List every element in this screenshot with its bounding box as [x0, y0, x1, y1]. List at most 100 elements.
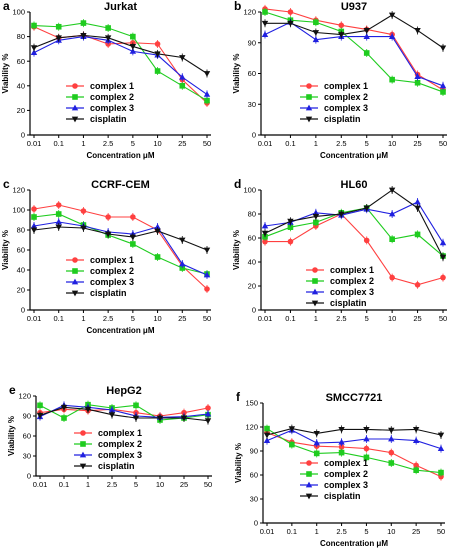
legend-marker — [72, 268, 78, 274]
legend-marker — [305, 493, 313, 500]
y-axis-label: Viability % — [232, 230, 241, 270]
data-point — [414, 79, 421, 86]
y-tick-label: 0 — [254, 519, 258, 528]
series-cisplatin — [36, 403, 212, 425]
legend-marker — [72, 257, 78, 263]
data-point — [55, 23, 62, 30]
x-tick-label: 0.01 — [258, 314, 273, 323]
data-point — [363, 237, 370, 244]
panel-title: CCRF-CEM — [91, 179, 150, 191]
series-cisplatin — [30, 31, 211, 78]
legend-label: complex 2 — [324, 92, 368, 102]
x-tick-label: 50 — [439, 314, 447, 323]
data-point — [205, 405, 211, 411]
data-point — [388, 12, 396, 19]
legend-label: complex 1 — [330, 265, 374, 275]
data-point — [363, 50, 370, 56]
data-point — [55, 35, 62, 42]
series-line — [264, 11, 444, 93]
legend-label: complex 2 — [90, 266, 134, 276]
legend-marker — [80, 430, 86, 436]
legend-marker — [80, 441, 86, 447]
y-tick-label: 60 — [23, 432, 31, 441]
legend-label: complex 3 — [98, 450, 142, 460]
series-line — [33, 34, 208, 74]
data-point — [413, 467, 419, 473]
data-point — [388, 435, 395, 442]
data-point — [313, 450, 320, 457]
data-point — [389, 236, 395, 242]
x-tick-label: 0.1 — [285, 139, 295, 148]
legend-label: cisplatin — [324, 491, 361, 501]
data-point — [439, 239, 447, 246]
x-tick-label: 50 — [439, 139, 447, 148]
data-point — [132, 415, 140, 422]
y-tick-label: 150 — [245, 399, 258, 408]
data-point — [312, 214, 320, 220]
legend-label: complex 2 — [330, 276, 374, 286]
y-tick-label: 60 — [248, 69, 256, 78]
legend-label: complex 1 — [90, 255, 134, 265]
data-point — [36, 412, 44, 419]
data-point — [289, 441, 295, 448]
series-line — [33, 221, 208, 276]
data-point — [439, 82, 447, 89]
panel-c: c CCRF-CEM 0 20 40 60 80 100 120 0.01 0.1 1 2.5 5 10 25… — [1, 177, 211, 335]
data-point — [312, 36, 320, 43]
data-point — [30, 45, 38, 52]
data-point — [61, 415, 67, 421]
data-point — [179, 73, 186, 80]
data-point — [104, 231, 112, 238]
y-axis-label: Viability % — [232, 54, 241, 94]
legend-marker — [305, 116, 313, 123]
x-tick-label: 5 — [134, 480, 138, 489]
data-point — [204, 97, 210, 104]
series-line — [33, 36, 208, 95]
y-tick-label: 40 — [17, 81, 25, 90]
data-point — [414, 28, 421, 34]
data-point — [288, 426, 296, 432]
panel-f: f SMCC7721 0 30 60 90 120 150 0.01 0.1 1 2.5 5 10 25 50… — [234, 390, 445, 548]
x-tick-label: 1 — [314, 139, 318, 148]
x-tick-label: 25 — [413, 314, 421, 323]
legend-marker — [305, 104, 313, 111]
x-tick-label: 50 — [203, 139, 211, 148]
panel-title: SMCC7721 — [326, 392, 383, 404]
data-point — [130, 241, 136, 247]
panel-title: HL60 — [341, 179, 368, 191]
data-point — [287, 20, 294, 27]
x-axis-label: Concentration μM — [320, 151, 388, 160]
series-line — [264, 207, 444, 257]
x-tick-label: 50 — [204, 480, 212, 489]
data-point — [338, 427, 345, 433]
series-line — [266, 432, 442, 478]
data-point — [363, 435, 370, 442]
x-tick-label: 1 — [81, 139, 85, 148]
data-point — [261, 230, 269, 237]
data-point — [80, 32, 87, 39]
panel-e: e HepG2 0 30 60 90 120 0.01 0.1 1 2.5 5 10 25 50 Viabil… — [7, 383, 212, 489]
x-tick-label: 1 — [81, 314, 85, 323]
data-point — [179, 83, 186, 89]
data-point — [440, 89, 446, 95]
data-point — [180, 415, 188, 422]
legend-marker — [306, 94, 312, 100]
series-line — [266, 428, 442, 436]
y-tick-label: 80 — [17, 32, 25, 41]
legend-marker — [312, 267, 318, 273]
legend-label: complex 3 — [90, 103, 134, 113]
legend-label: complex 2 — [324, 469, 368, 479]
x-axis-label: Concentration μM — [320, 539, 388, 548]
y-tick-label: 30 — [250, 495, 258, 504]
x-tick-label: 5 — [365, 314, 369, 323]
data-point — [287, 9, 294, 15]
data-point — [204, 286, 210, 292]
data-point — [287, 238, 294, 245]
x-tick-label: 50 — [437, 527, 445, 536]
data-point — [338, 32, 345, 38]
data-point — [84, 406, 92, 413]
